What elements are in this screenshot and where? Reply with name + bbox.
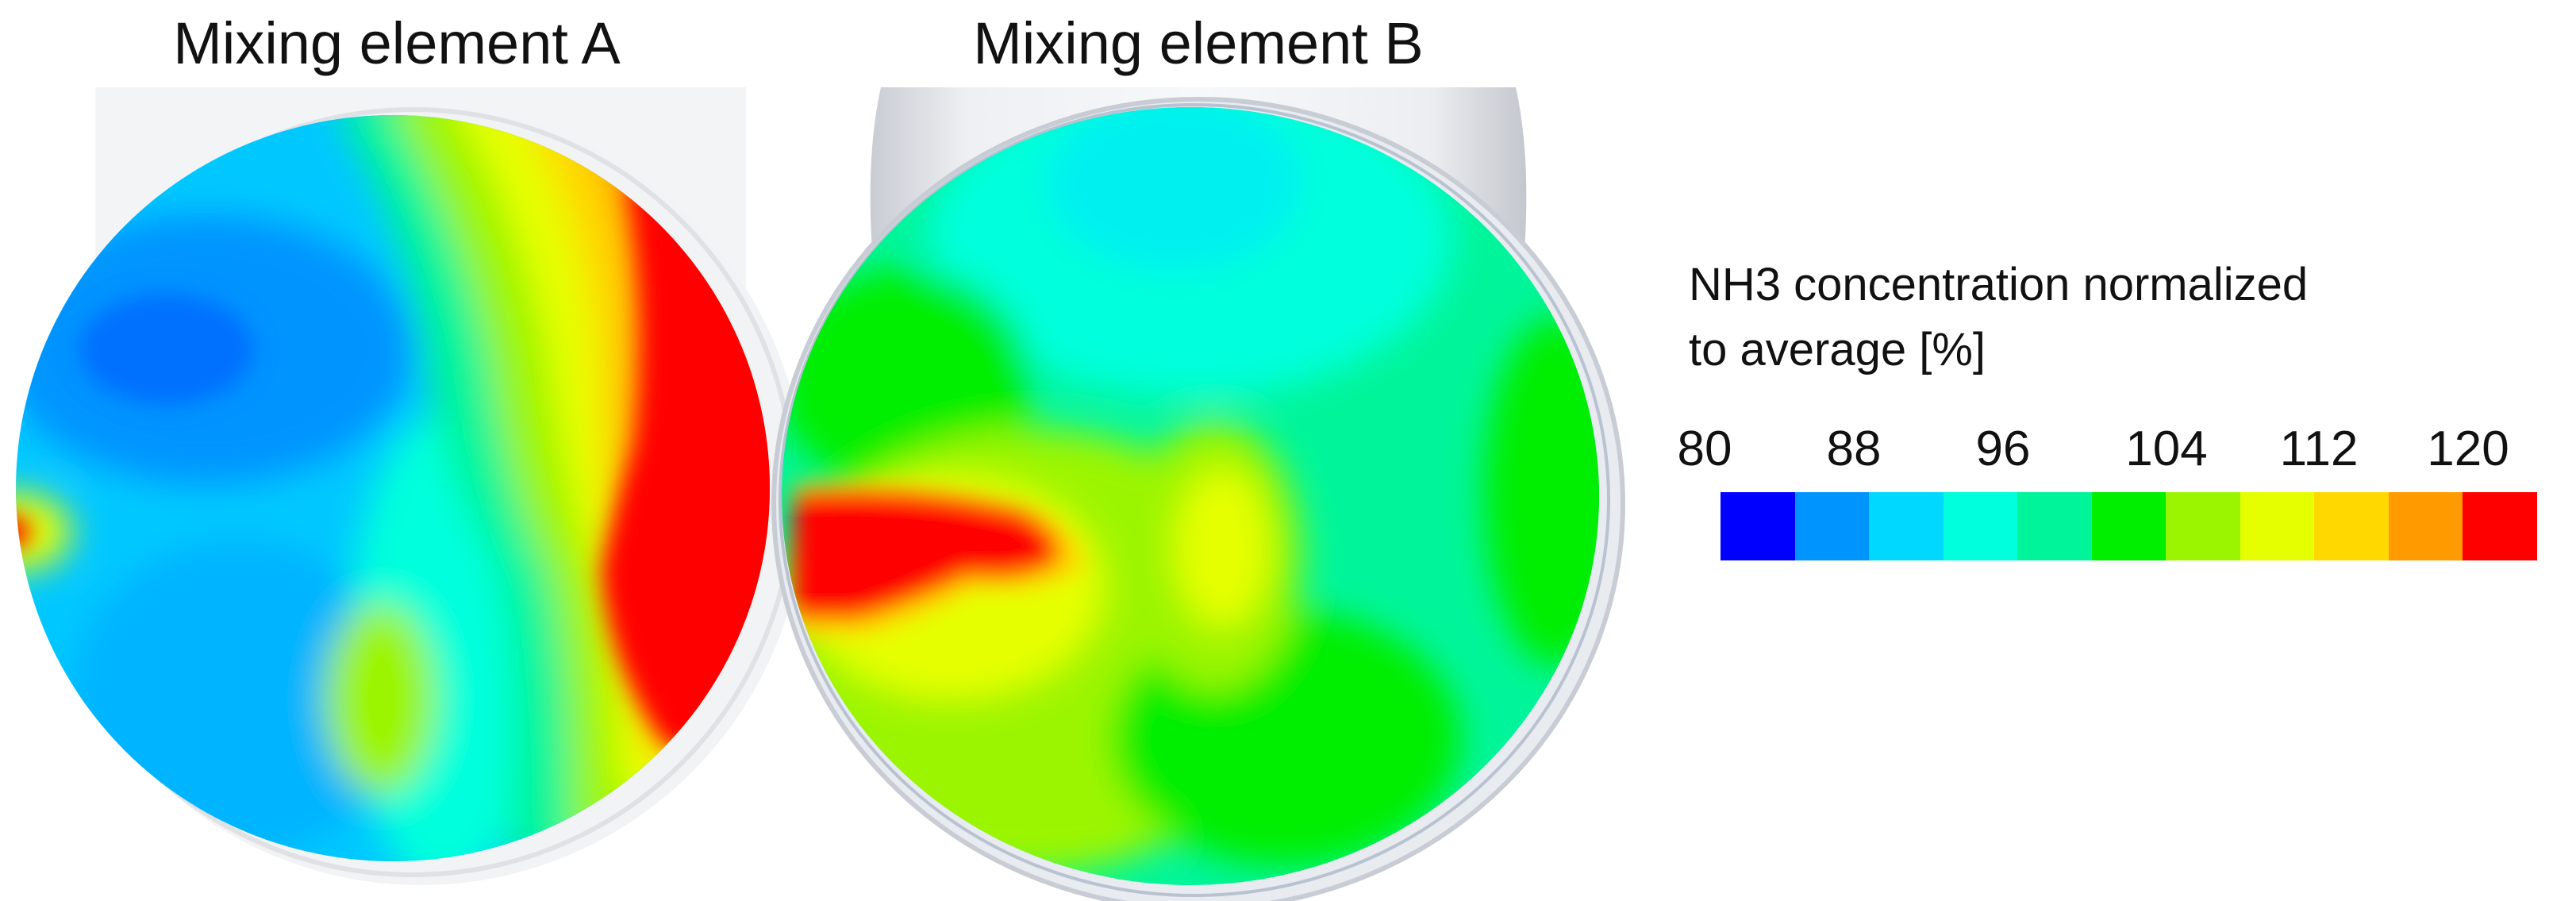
legend-tick-label: 96 [1975, 422, 2031, 476]
colorbar-swatch [2388, 492, 2463, 560]
colorbar-swatch [2240, 492, 2314, 560]
legend-colorbar [1721, 492, 2537, 560]
panel-title-mixing-element-a: Mixing element A [173, 10, 621, 76]
colorbar-swatch [1794, 492, 1869, 560]
panel-title-mixing-element-b: Mixing element B [973, 10, 1424, 76]
colorbar-swatch [2091, 492, 2166, 560]
legend-title-line-2: to average [%] [1689, 324, 1986, 375]
mixing-element-a-contour [16, 115, 770, 861]
legend-title-line-1: NH3 concentration normalized [1689, 259, 2309, 310]
colorbar-swatch [1721, 492, 1795, 560]
colorbar-swatch [2314, 492, 2389, 560]
legend-tick-label: 88 [1826, 422, 1882, 476]
colorbar-swatch [2166, 492, 2240, 560]
mixing-element-b-contour [782, 107, 1599, 885]
legend-tick-label: 104 [2125, 422, 2208, 476]
colorbar-swatch [2017, 492, 2092, 560]
colorbar-swatch [1943, 492, 2017, 560]
legend-tick-label: 112 [2279, 422, 2359, 476]
legend-title: NH3 concentration normalized to average … [1689, 252, 2514, 383]
colorbar-swatch [2463, 492, 2537, 560]
colorbar-swatch [1869, 492, 1944, 560]
legend-tick-label: 120 [2427, 422, 2509, 476]
legend-tick-label: 80 [1677, 422, 1732, 476]
